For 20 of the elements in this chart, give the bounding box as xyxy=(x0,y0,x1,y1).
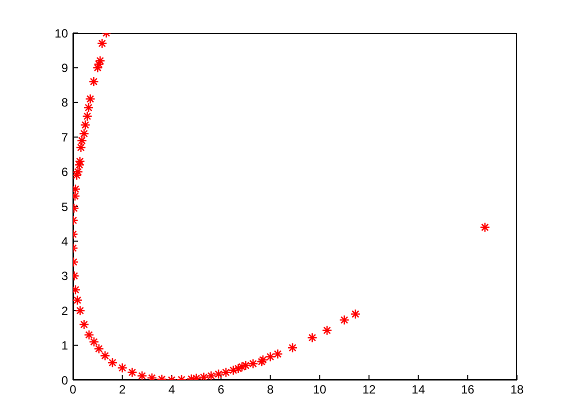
y-tick-label: 10 xyxy=(54,26,68,40)
x-tick-label: 4 xyxy=(168,382,176,397)
x-tick-label: 18 xyxy=(510,382,524,397)
x-tick-label: 14 xyxy=(412,382,426,397)
y-tick-label: 7 xyxy=(61,130,68,144)
x-tick-label: 16 xyxy=(460,382,475,397)
y-tick-label: 2 xyxy=(61,304,68,318)
x-tick-label: 2 xyxy=(118,382,126,397)
y-tick-label: 6 xyxy=(61,165,68,180)
y-tick-label: 1 xyxy=(61,338,68,353)
y-tick-label: 3 xyxy=(61,269,68,284)
y-tick-label: 0 xyxy=(61,373,68,388)
x-tick-label: 10 xyxy=(312,382,327,397)
x-tick-label: 8 xyxy=(266,382,274,397)
y-tick-label: 8 xyxy=(61,96,68,110)
y-tick-label: 4 xyxy=(61,234,68,248)
y-tick-label: 9 xyxy=(61,60,68,75)
y-tick-label: 5 xyxy=(61,200,68,214)
x-tick-label: 6 xyxy=(218,382,225,397)
x-tick-label: 12 xyxy=(362,382,376,397)
